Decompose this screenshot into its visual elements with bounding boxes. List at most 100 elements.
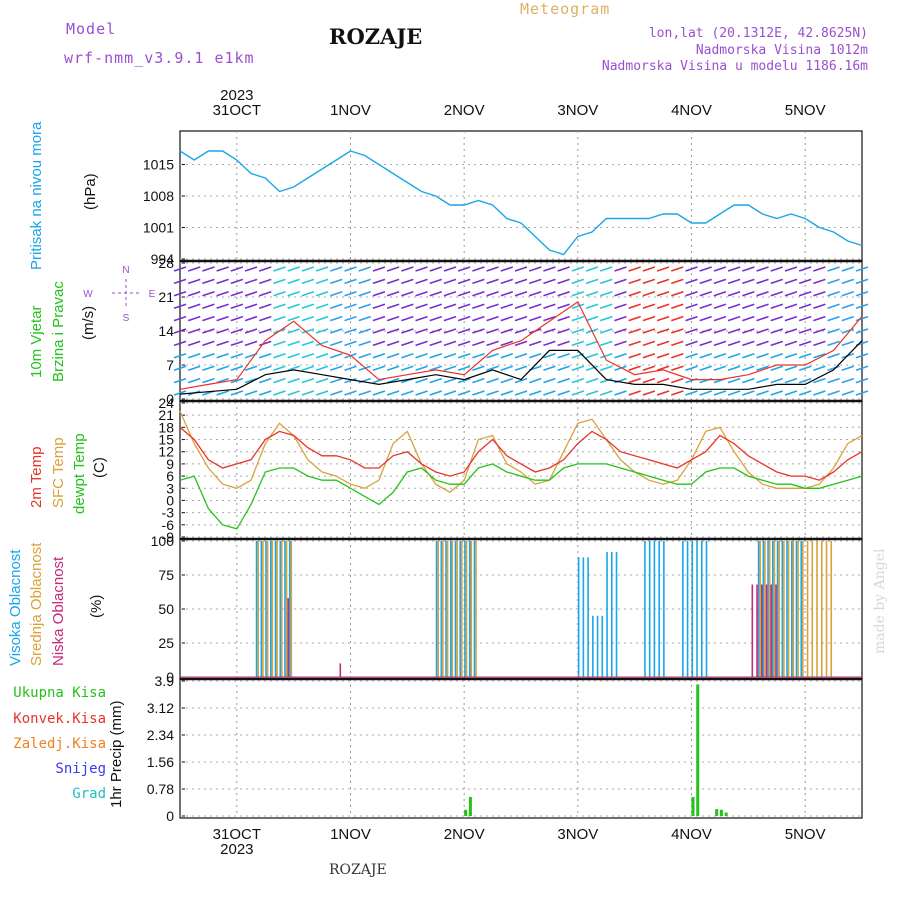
cloud-bar [776,541,779,677]
wind-barb [472,328,485,334]
pressure-line [179,150,863,256]
wind-barb [202,278,215,285]
wind-barb [344,266,357,272]
wind-barb [514,390,528,396]
wind-barb [685,278,698,285]
legend-snow: Snijeg [55,761,106,777]
wind-barb [401,390,414,396]
wind-barb [585,315,599,322]
wind-barb [358,315,371,322]
wind-barb [273,365,286,371]
wind-barb [372,278,386,285]
wind-barb [727,390,741,396]
y-tick-label: 1001 [143,220,174,236]
wind-barb [258,390,272,396]
day-label-bottom: 31OCT [213,826,261,843]
y-tick-label: 3.12 [147,700,174,716]
cloud-bar [449,541,452,677]
y-tick-label: 0 [166,808,174,824]
wind-barb [173,266,187,272]
wind-barb [514,353,528,359]
wind-barb [173,278,187,285]
wind-barb [528,353,542,359]
wind-barb [216,340,229,347]
cloud-bar [442,541,444,677]
wind-barb [401,291,414,297]
wind-barb [614,303,627,309]
wind-barb [301,291,315,297]
day-label-bottom: 1NOV [330,826,371,843]
day-label-top: 1NOV [330,102,371,119]
wind-barb [841,291,855,297]
cloud-bar [756,584,758,677]
wind-barb [202,328,215,334]
wind-barb [514,291,528,297]
wind-barb [457,303,471,309]
wind-barb [173,328,187,334]
wind-barb [656,340,670,347]
wind-barb [287,390,300,396]
wind-barb [273,291,286,297]
wind-barb [301,315,315,322]
wind-barb [770,315,784,322]
wind-barb [756,266,769,272]
wind-barb [770,278,784,285]
y-tick-label: 0 [166,669,174,685]
wind-barb [230,340,244,347]
wind-barb [514,303,528,309]
cloud-bar [465,541,468,677]
y-tick-label: 9 [166,456,174,472]
wind-barb [386,266,400,272]
wind-barb [173,377,187,384]
wind-barb [656,291,670,297]
cloud-bar [653,541,656,677]
wind-barb [230,303,244,309]
wind-barb [415,365,428,371]
wind-barb [273,377,286,384]
wind-barb [571,328,585,334]
cloud-bar [577,557,580,677]
wind-barb [614,365,627,371]
wind-barb [543,266,556,272]
wind-barb [614,291,627,297]
wind-barb [258,328,272,334]
wind-barb [628,278,641,285]
wind-barb [798,377,812,384]
wind-barb [216,365,229,371]
wind-barb [656,328,670,334]
wind-barb [514,315,528,322]
wind-barb [827,266,840,272]
wind-barb [457,353,471,359]
wind-barb [571,340,585,347]
cloud-bar [751,584,754,677]
wind-barb [827,328,840,334]
cloud-bar [290,541,293,677]
wind-barb [258,315,272,322]
cloud-bar [339,663,342,677]
wind-barb [372,291,386,297]
wind-barb [244,340,258,347]
cloud-bar [475,541,477,677]
wind-barb [699,266,712,272]
cloud-bar [811,541,814,677]
wind-barb [528,390,542,396]
precip-bar [691,796,695,816]
wind-barb [685,353,698,359]
wind-barb [202,303,215,309]
cloud-bar [437,541,439,677]
wind-barb [372,353,386,359]
wind-barb [628,365,641,371]
wind-barb [571,278,585,285]
cloud-bar [459,541,462,677]
wind-barb [727,266,741,272]
wind-barb [230,390,244,396]
wind-barb [798,278,812,285]
wind-barb [727,315,741,322]
wind-barb [216,266,229,272]
wind-barb [827,377,840,384]
wind-barb [415,291,428,297]
wind-barb [557,278,570,285]
wind-barb [258,353,272,359]
wind-barb [472,390,485,396]
wind-barb [571,377,585,384]
